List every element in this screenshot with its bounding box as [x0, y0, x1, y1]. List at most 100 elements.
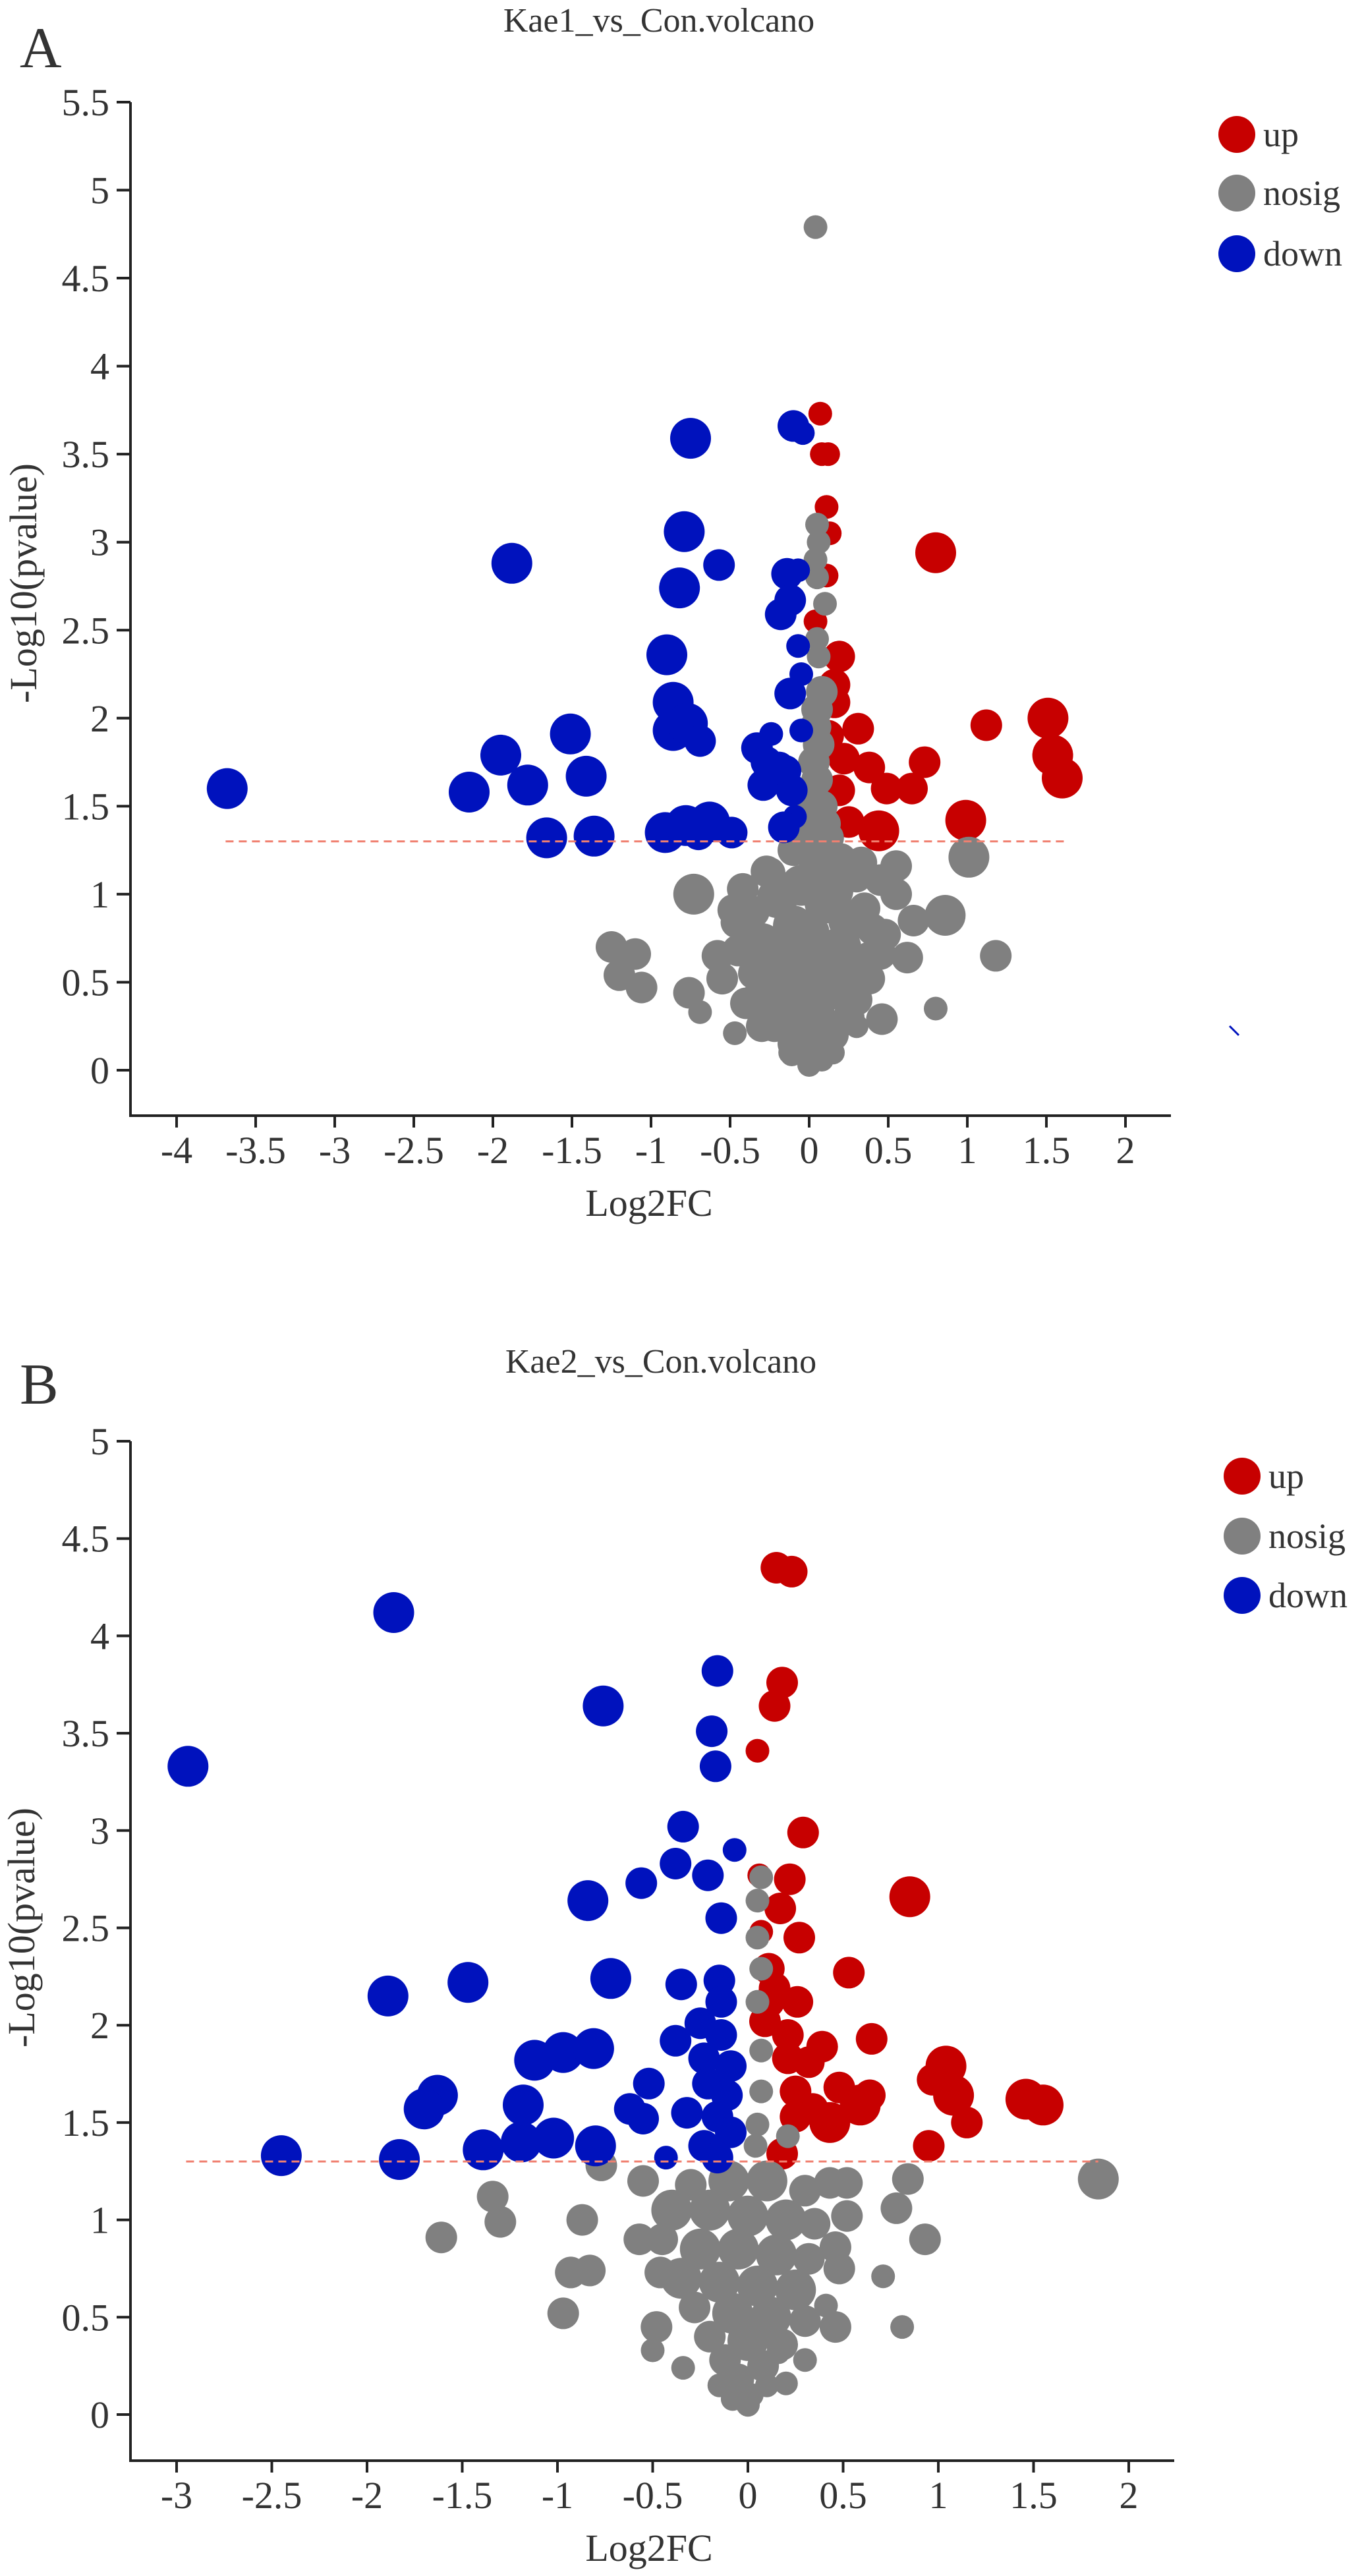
point-nosig — [743, 2134, 768, 2158]
point-down — [590, 1958, 631, 1999]
point-down — [692, 1859, 724, 1891]
point-nosig — [689, 2189, 731, 2231]
point-up — [909, 746, 941, 778]
point-down — [699, 1750, 731, 1783]
point-down — [671, 2097, 703, 2129]
point-down — [373, 1592, 414, 1633]
point-down — [367, 1975, 409, 2017]
point-up — [803, 609, 828, 633]
x-axis-label: Log2FC — [585, 1182, 712, 1224]
point-nosig — [766, 2340, 791, 2364]
point-down — [463, 2129, 504, 2171]
point-up — [1027, 697, 1069, 739]
point-nosig — [789, 2305, 821, 2337]
x-tick-label: 0 — [739, 2474, 758, 2517]
x-tick-label: 0.5 — [819, 2474, 867, 2517]
point-down — [763, 751, 795, 784]
point-nosig — [765, 2199, 807, 2241]
point-down — [573, 2028, 614, 2069]
point-nosig — [890, 2315, 915, 2339]
point-up — [772, 2042, 804, 2075]
point-down — [759, 722, 783, 746]
point-nosig — [814, 2293, 838, 2318]
point-down — [791, 421, 815, 445]
point-nosig — [821, 1041, 845, 1065]
point-up — [745, 1738, 770, 1763]
point-nosig — [797, 1053, 821, 1077]
x-tick-label: -1.5 — [432, 2474, 493, 2517]
point-down — [786, 558, 810, 583]
y-tick-label: 1 — [90, 873, 109, 916]
point-nosig — [869, 919, 901, 951]
point-nosig — [880, 878, 912, 910]
point-nosig — [679, 2291, 711, 2324]
x-tick-label: -1.5 — [542, 1129, 602, 1172]
point-up — [833, 1957, 865, 1989]
point-down — [660, 1848, 692, 1879]
point-nosig — [596, 931, 627, 963]
point-nosig — [799, 2208, 831, 2240]
y-tick-label: 2.5 — [62, 609, 110, 652]
point-nosig — [627, 2165, 659, 2197]
point-up — [828, 743, 860, 775]
point-nosig — [745, 2112, 770, 2136]
point-nosig — [789, 912, 830, 954]
point-nosig — [547, 2297, 579, 2330]
legend-down-marker — [1218, 235, 1255, 272]
point-nosig — [720, 2387, 745, 2411]
point-down — [683, 818, 714, 851]
point-down — [633, 2067, 665, 2100]
point-nosig — [727, 2195, 768, 2237]
point-nosig — [718, 2228, 759, 2270]
point-nosig — [646, 2223, 678, 2256]
legend-nosig-label: nosig — [1263, 173, 1340, 213]
point-nosig — [807, 530, 831, 554]
point-down — [501, 2121, 542, 2163]
point-nosig — [924, 895, 966, 936]
point-nosig — [803, 215, 828, 239]
point-down — [403, 2088, 445, 2130]
point-up — [780, 2075, 812, 2107]
legend-nosig-marker — [1224, 1518, 1261, 1555]
y-tick-label: 1.5 — [62, 785, 110, 828]
legend-up-label: up — [1263, 115, 1299, 154]
point-nosig — [640, 2311, 673, 2343]
point-nosig — [980, 940, 1012, 972]
point-down — [696, 1715, 728, 1748]
point-nosig — [805, 565, 829, 590]
y-tick-label: 5 — [90, 169, 109, 212]
point-up — [814, 495, 839, 519]
point-down — [565, 755, 607, 797]
chart-title: Kae2_vs_Con.volcano — [505, 1343, 816, 1381]
y-tick-label: 0.5 — [62, 961, 110, 1004]
point-nosig — [688, 1000, 712, 1024]
x-tick-label: 1 — [958, 1129, 977, 1172]
point-up — [772, 2019, 804, 2051]
y-tick-label: 1.5 — [62, 2102, 110, 2144]
point-down — [167, 1746, 209, 1787]
series-nosig — [596, 215, 1012, 1077]
y-tick-label: 0 — [90, 1049, 109, 1092]
point-nosig — [789, 2175, 821, 2207]
point-nosig — [831, 2200, 863, 2232]
point-down — [667, 1810, 699, 1843]
point-nosig — [737, 2266, 778, 2306]
point-down — [665, 1968, 697, 2001]
x-tick-label: -3.5 — [225, 1129, 286, 1172]
point-nosig — [698, 2262, 740, 2303]
point-down — [670, 418, 711, 459]
point-up — [764, 1893, 797, 1924]
x-tick-label: -1 — [635, 1129, 667, 1172]
point-nosig — [909, 2223, 941, 2256]
point-nosig — [891, 942, 923, 974]
x-tick-label: 1 — [929, 2474, 948, 2517]
point-down — [646, 634, 687, 675]
x-tick-label: -2 — [477, 1129, 509, 1172]
y-tick-label: 2.5 — [62, 1907, 110, 1950]
point-nosig — [484, 2206, 517, 2238]
point-up — [945, 799, 986, 841]
point-down — [715, 2116, 747, 2148]
point-nosig — [574, 2254, 606, 2287]
point-nosig — [793, 2348, 817, 2372]
point-down — [701, 1655, 733, 1687]
